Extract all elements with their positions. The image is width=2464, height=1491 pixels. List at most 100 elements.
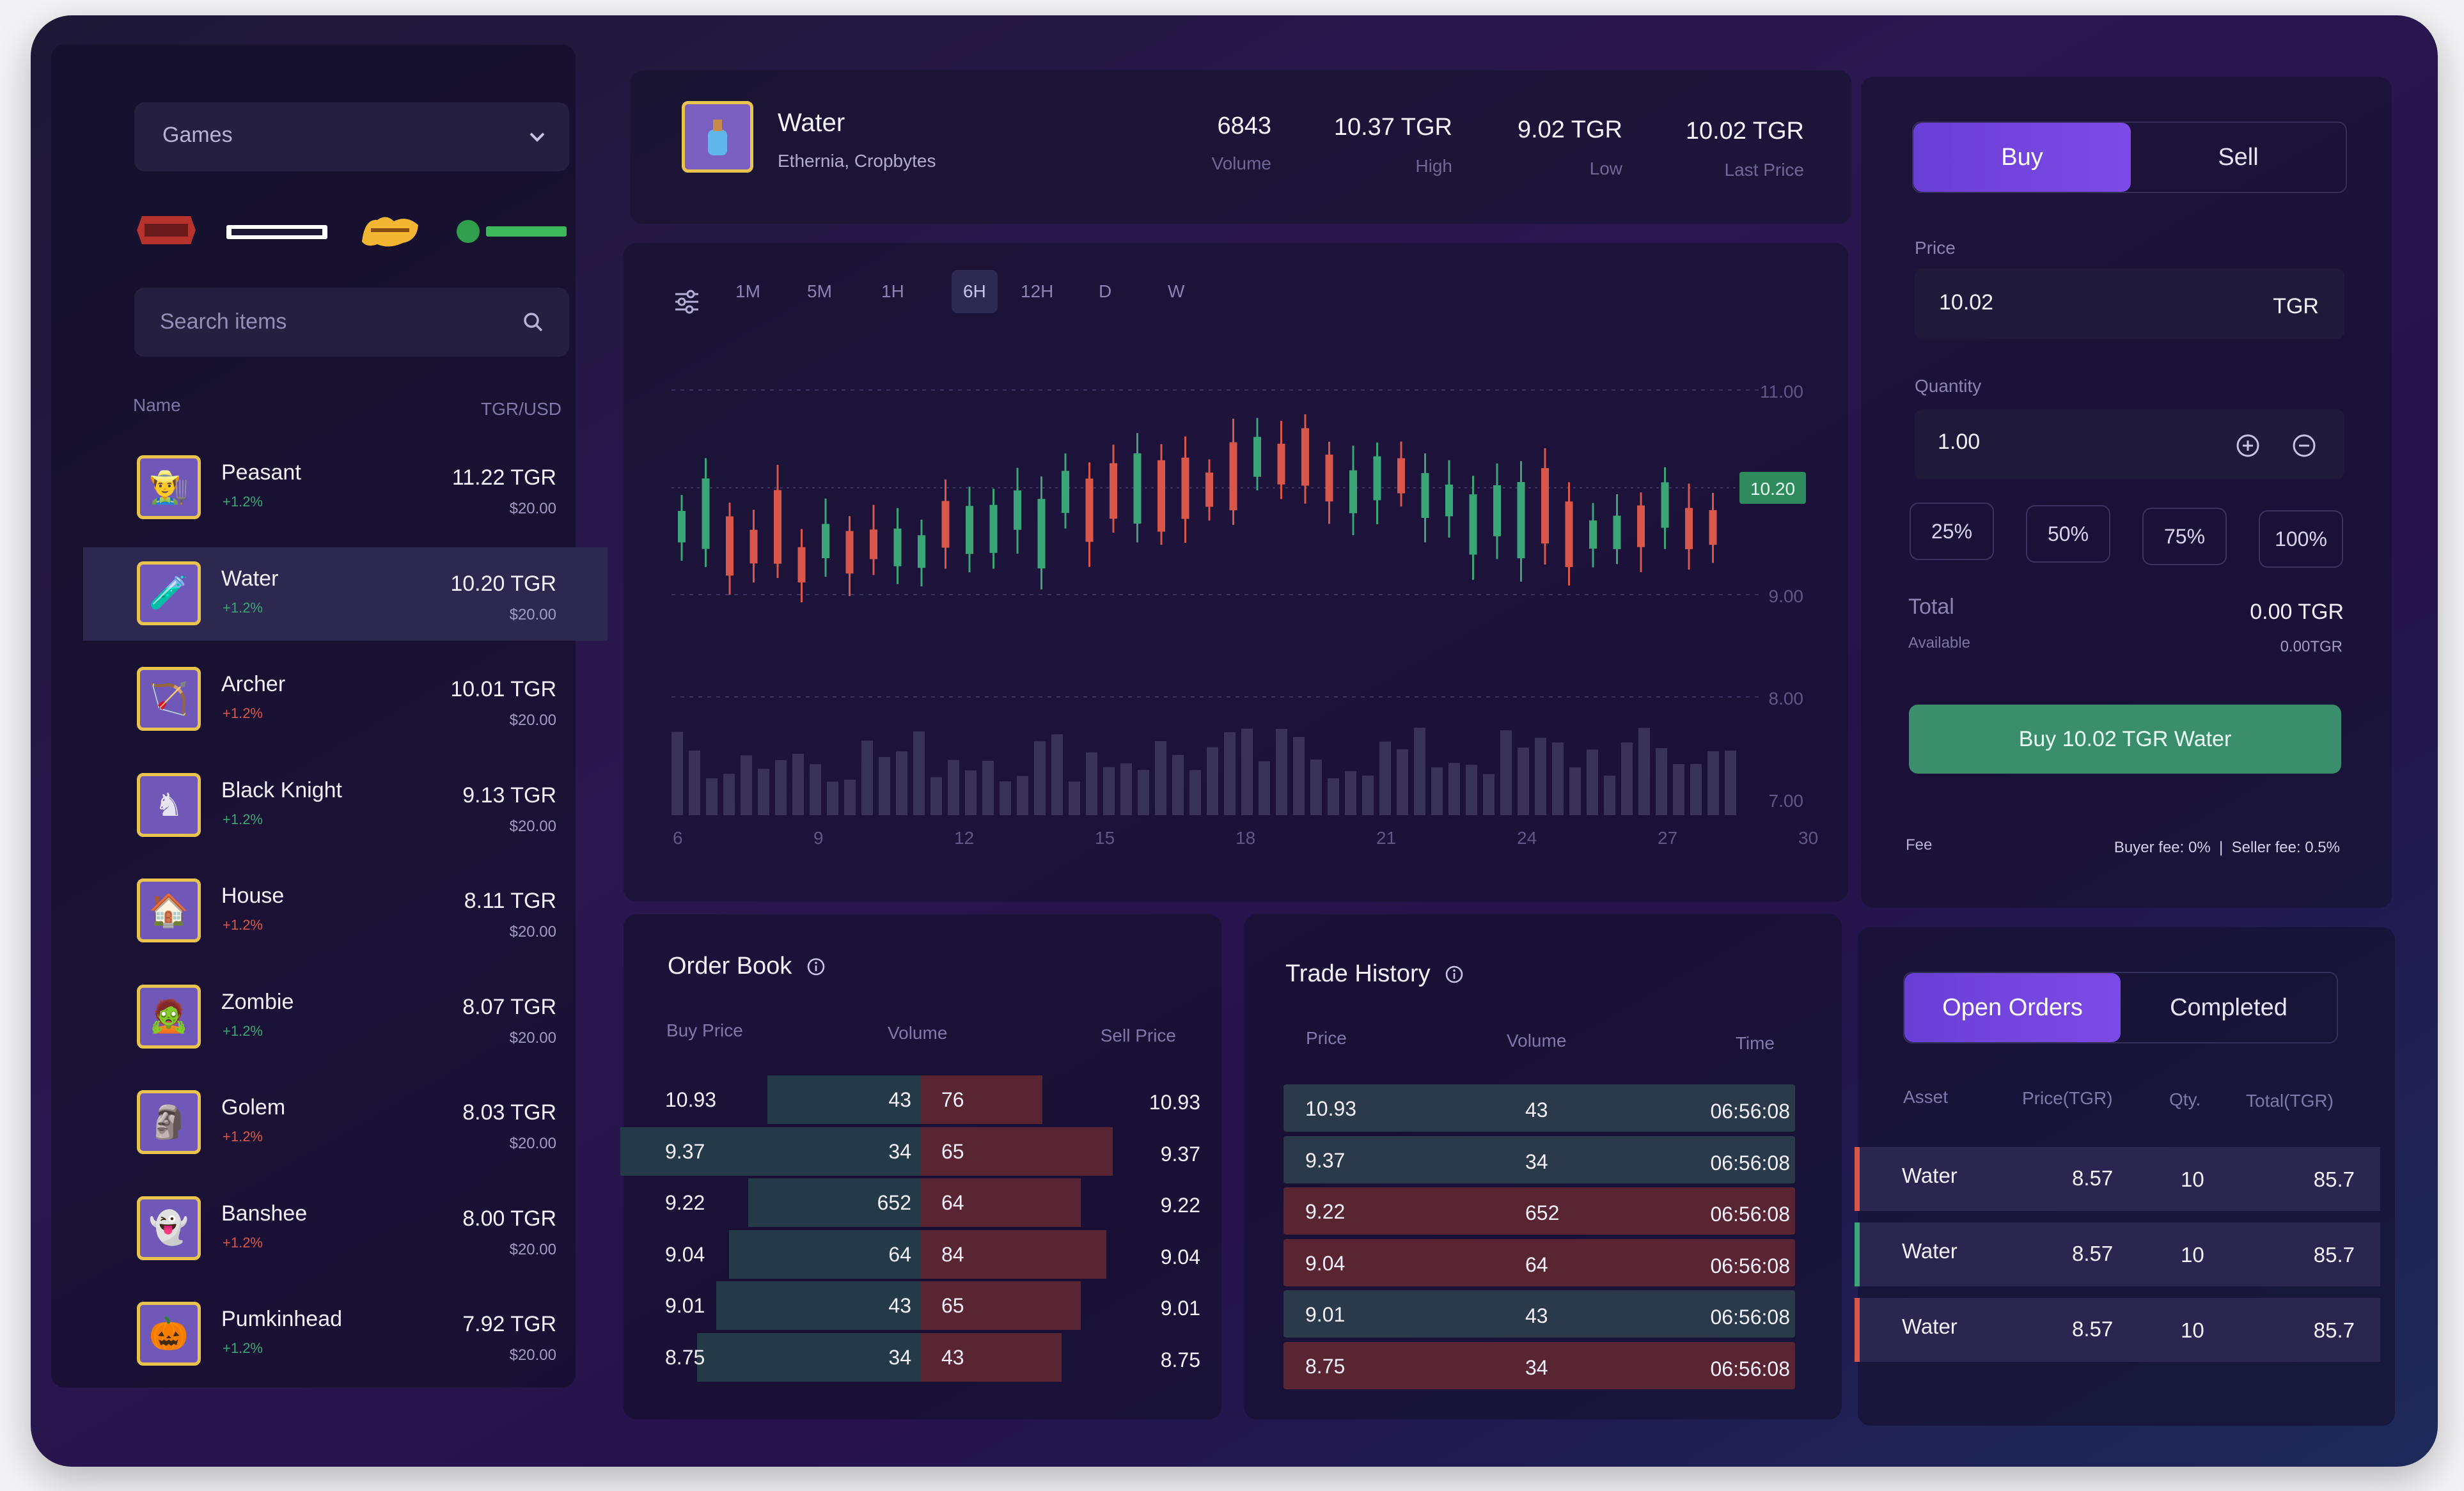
order-book-row[interactable]: 9.01 43 65 9.01 [662, 1281, 1200, 1330]
chart-settings-icon[interactable] [673, 289, 701, 315]
candle-body [1373, 456, 1381, 501]
order-book-row[interactable]: 10.93 43 76 10.93 [662, 1075, 1200, 1124]
open-order-row[interactable]: Water 8.57 10 85.7 [1855, 1222, 2380, 1286]
ob-buy-price: 9.01 [665, 1294, 705, 1317]
item-price: 10.01 TGR [450, 677, 556, 701]
open-order-row[interactable]: Water 8.57 10 85.7 [1855, 1298, 2380, 1362]
order-book-row[interactable]: 8.75 34 43 8.75 [662, 1332, 1200, 1382]
fee-label: Fee [1906, 836, 1933, 854]
quantity-field[interactable]: 1.00 [1915, 409, 2344, 480]
x-tick-label: 21 [1376, 828, 1396, 848]
candle-body [1445, 484, 1453, 517]
candle-body [1325, 455, 1333, 502]
volume-bar [1500, 730, 1512, 815]
item-header-panel [630, 70, 1851, 224]
volume-bar [810, 764, 821, 815]
timeframe-tab-6h[interactable]: 6H [952, 270, 998, 313]
orders-col-asset: Asset [1903, 1087, 1949, 1107]
ob-buy-volume: 43 [888, 1294, 911, 1317]
price-field[interactable]: 10.02 TGR [1915, 269, 2344, 339]
buy-submit-button[interactable]: Buy 10.02 TGR Water [1909, 705, 2341, 774]
trade-history-row[interactable]: 9.01 43 06:56:08 [1283, 1290, 1795, 1338]
y-tick-label: 9.00 [1769, 586, 1804, 606]
order-total: 85.7 [2313, 1243, 2355, 1267]
item-thumbnail: 🎃 [137, 1302, 201, 1366]
timeframe-tab-12h[interactable]: 12H [1021, 281, 1054, 301]
timeframe-tab-w[interactable]: W [1168, 281, 1185, 301]
open-order-row[interactable]: Water 8.57 10 85.7 [1855, 1147, 2380, 1211]
volume-bar [1310, 759, 1322, 815]
volume-bar [930, 777, 942, 815]
pct-button-50[interactable]: 50% [2026, 505, 2110, 563]
volume-bar [1604, 776, 1615, 815]
ob-sell-price: 8.75 [1160, 1348, 1200, 1371]
price-input[interactable]: 10.02 [1939, 290, 1994, 315]
trade-history-row[interactable]: 9.22 652 06:56:08 [1283, 1187, 1795, 1235]
th-time: 06:56:08 [1710, 1100, 1790, 1123]
item-row[interactable]: 🧪 Water +1.2% 10.20 TGR $20.00 [83, 547, 608, 641]
item-price: 8.03 TGR [462, 1100, 556, 1125]
item-row[interactable]: 🎃 Pumkinhead +1.2% 7.92 TGR $20.00 [83, 1288, 608, 1381]
timeframe-tab-1m[interactable]: 1M [735, 281, 760, 301]
completed-tab[interactable]: Completed [2170, 994, 2287, 1021]
x-tick-label: 27 [1658, 828, 1677, 848]
info-icon[interactable] [1444, 964, 1464, 985]
games-dropdown[interactable]: Games [134, 102, 569, 171]
trade-history-row[interactable]: 9.04 64 06:56:08 [1283, 1238, 1795, 1286]
volume-bar [1276, 728, 1287, 815]
trade-history-row[interactable]: 10.93 43 06:56:08 [1283, 1084, 1795, 1132]
item-row[interactable]: 👨‍🌾 Peasant +1.2% 11.22 TGR $20.00 [83, 441, 608, 535]
open-orders-tab[interactable]: Open Orders [1904, 973, 2121, 1042]
order-price: 8.57 [2072, 1166, 2114, 1190]
search-input[interactable]: Search items [160, 309, 287, 334]
item-row[interactable]: 🗿 Golem +1.2% 8.03 TGR $20.00 [83, 1076, 608, 1169]
item-change: +1.2% [223, 917, 263, 933]
trade-history-row[interactable]: 9.37 34 06:56:08 [1283, 1136, 1795, 1183]
sandbox-logo[interactable] [226, 219, 327, 244]
water-thumbnail [682, 101, 753, 173]
sell-tab[interactable]: Sell [2218, 143, 2259, 171]
item-row[interactable]: 👻 Banshee +1.2% 8.00 TGR $20.00 [83, 1182, 608, 1276]
buy-depth-bar [697, 1332, 921, 1382]
search-items-field[interactable]: Search items [134, 288, 569, 357]
item-row[interactable]: 🏹 Archer +1.2% 10.01 TGR $20.00 [83, 653, 608, 746]
ethernia-logo[interactable] [136, 211, 197, 249]
info-icon[interactable] [806, 956, 826, 977]
ob-buy-price: 9.22 [665, 1191, 705, 1214]
order-book-row[interactable]: 9.04 64 84 9.04 [662, 1229, 1200, 1279]
search-icon[interactable] [521, 309, 546, 335]
minus-circle-icon[interactable] [2291, 432, 2318, 459]
price-label: Price [1915, 238, 1956, 258]
item-name: Zombie [221, 989, 294, 1014]
available-label: Available [1908, 634, 1970, 652]
cropbytes-logo[interactable] [454, 214, 569, 249]
item-row[interactable]: ♞ Black Knight +1.2% 9.13 TGR $20.00 [83, 759, 608, 852]
quantity-input[interactable]: 1.00 [1938, 430, 1981, 454]
item-price: 8.07 TGR [462, 994, 556, 1019]
volume-bar [775, 760, 787, 815]
candle-body [1685, 508, 1693, 549]
last-price-value: 10.02 TGR [1685, 118, 1804, 144]
candle-body [1133, 453, 1142, 524]
pct-button-75[interactable]: 75% [2142, 508, 2227, 565]
sell-depth-bar [921, 1178, 1081, 1227]
axie-logo[interactable] [358, 211, 422, 251]
order-book-row[interactable]: 9.37 34 65 9.37 [620, 1127, 1200, 1176]
pct-button-25[interactable]: 25% [1910, 503, 1994, 560]
timeframe-tab-1h[interactable]: 1H [881, 281, 904, 301]
pct-button-100[interactable]: 100% [2259, 510, 2343, 568]
timeframe-tab-5m[interactable]: 5M [807, 281, 832, 301]
order-book-row[interactable]: 9.22 652 64 9.22 [662, 1178, 1200, 1227]
volume-bar [1069, 781, 1080, 815]
plus-circle-icon[interactable] [2234, 432, 2261, 459]
last-price-label: Last Price [1724, 160, 1805, 180]
item-row[interactable]: 🧟 Zombie +1.2% 8.07 TGR $20.00 [83, 971, 608, 1064]
order-asset: Water [1902, 1315, 1958, 1338]
item-thumbnail: 🧪 [137, 561, 201, 625]
trade-history-row[interactable]: 8.75 34 06:56:08 [1283, 1341, 1795, 1389]
item-row[interactable]: 🏠 House +1.2% 8.11 TGR $20.00 [83, 864, 608, 958]
timeframe-tab-d[interactable]: D [1099, 281, 1112, 301]
buy-tab[interactable]: Buy [1913, 123, 2131, 192]
low-label: Low [1589, 159, 1622, 178]
item-usd: $20.00 [509, 1029, 556, 1047]
